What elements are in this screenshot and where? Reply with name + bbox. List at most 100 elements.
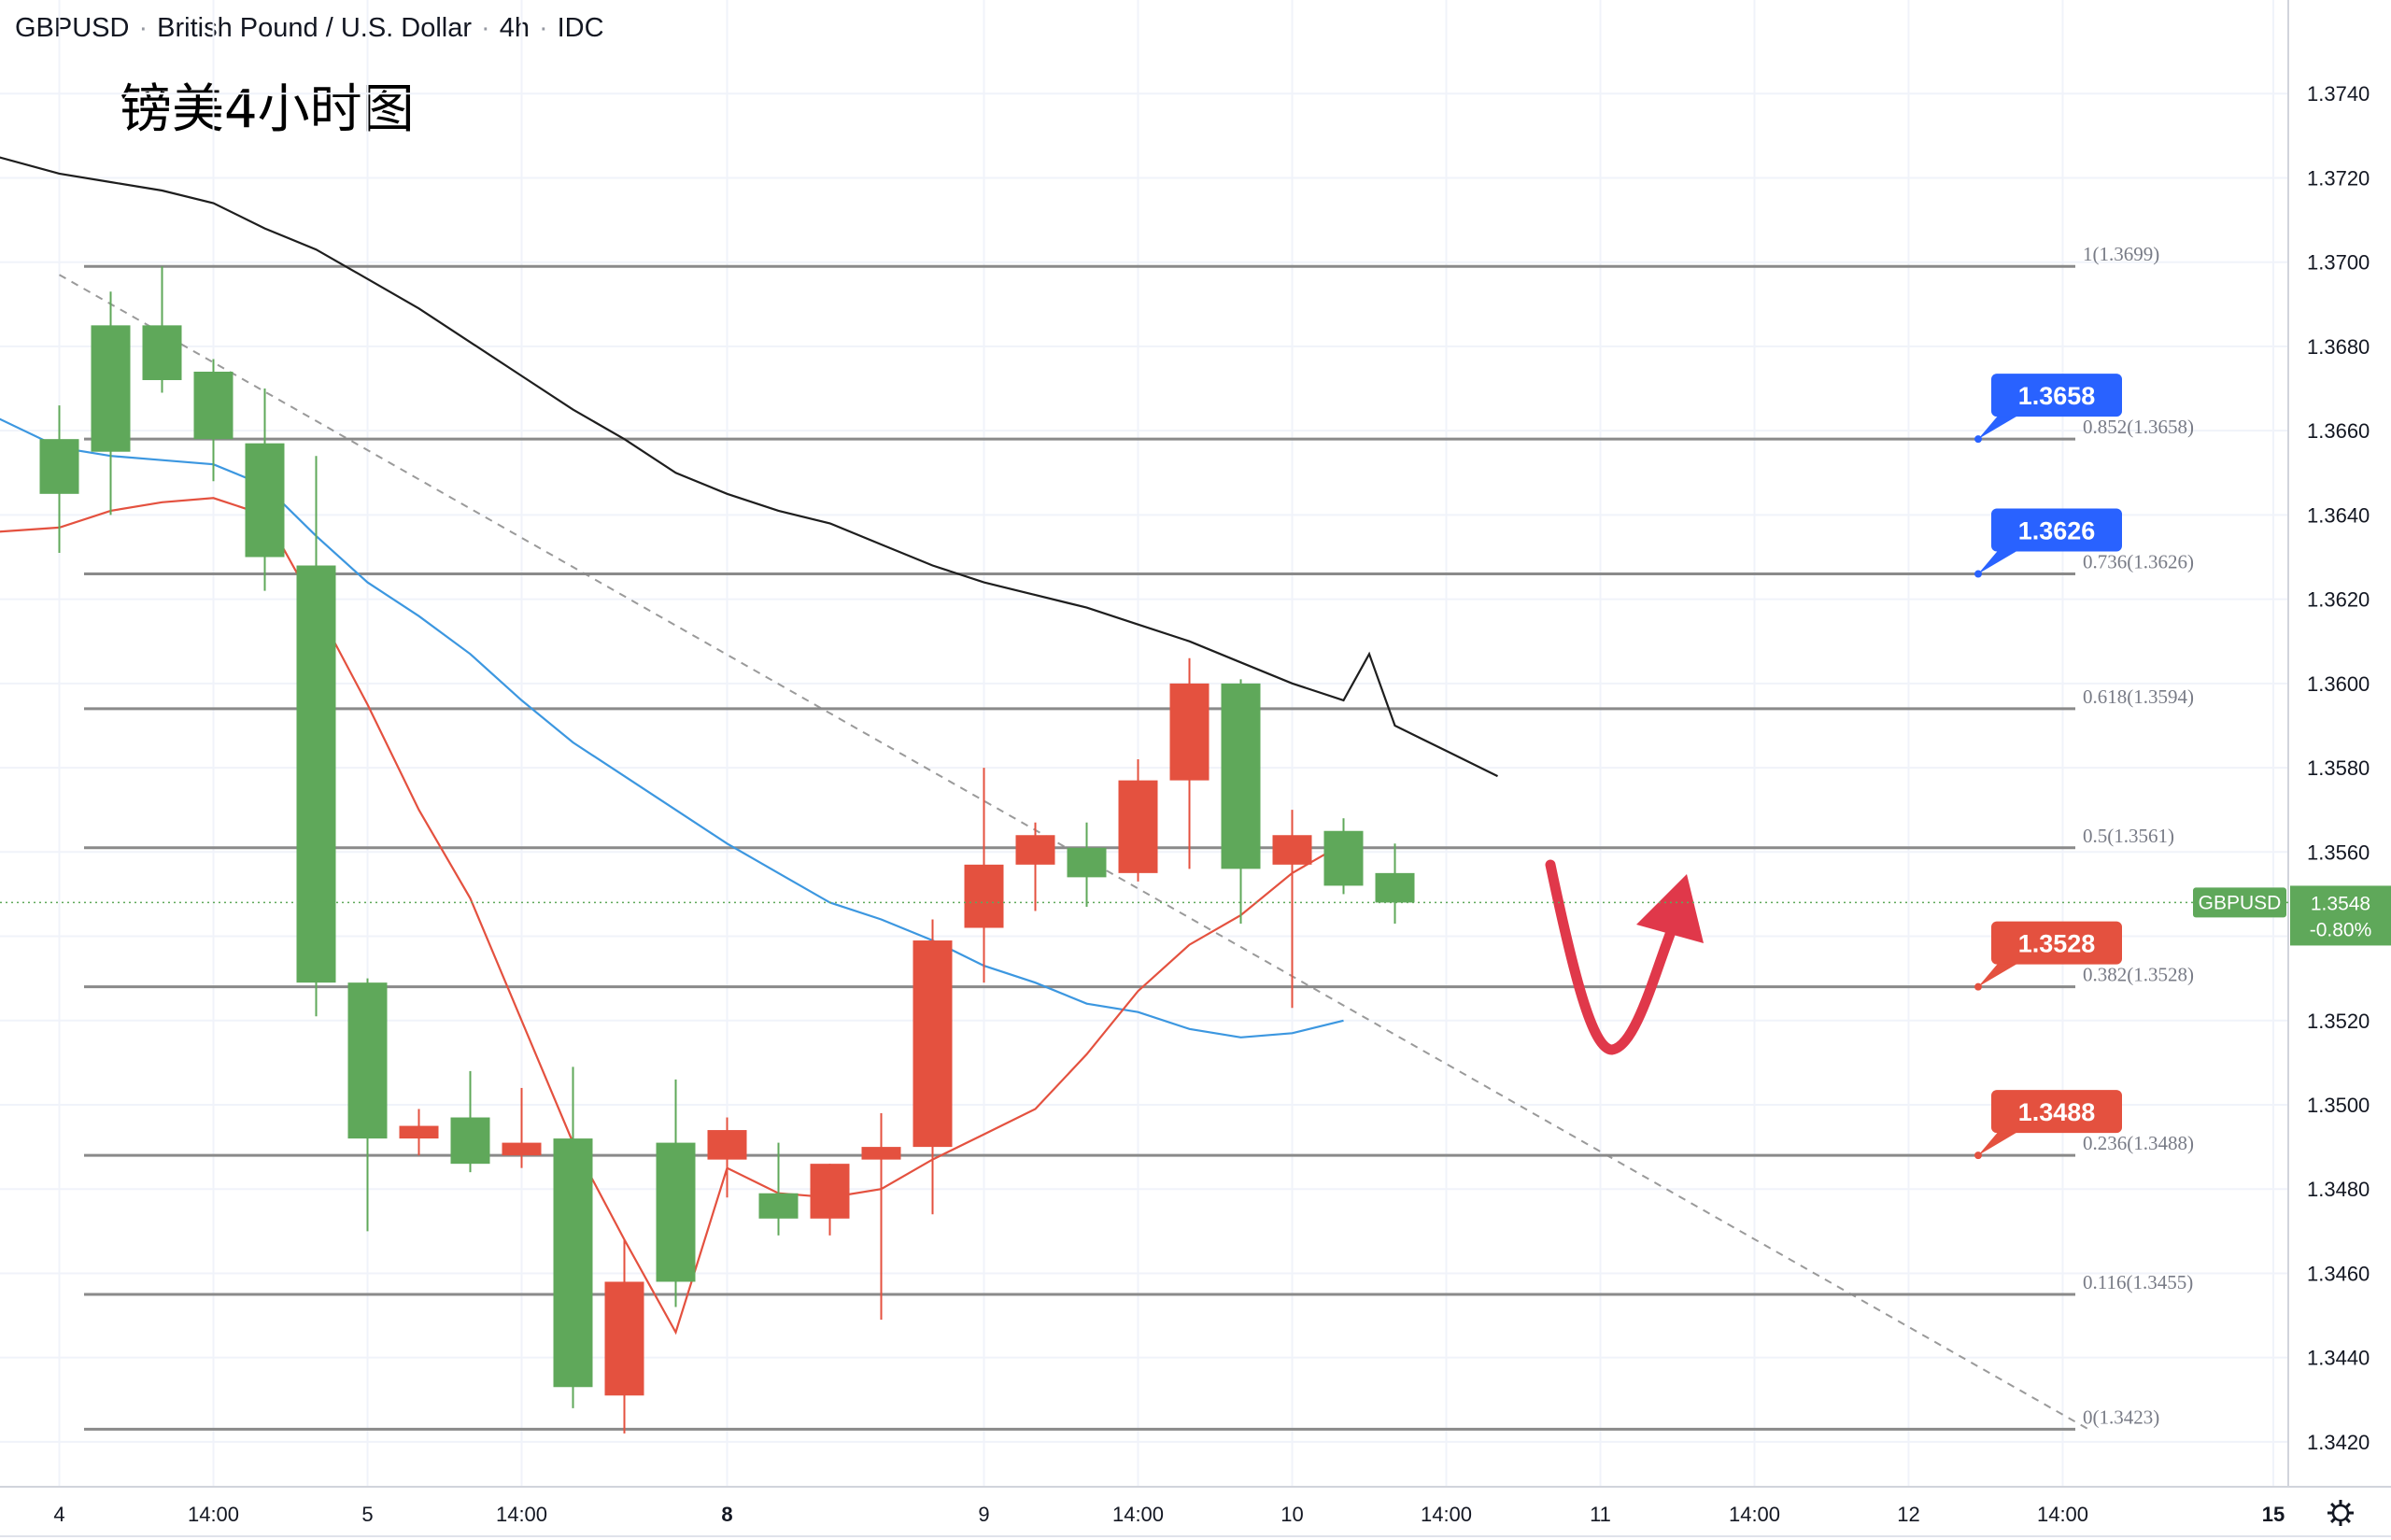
candle-body (1067, 847, 1107, 878)
candle (1118, 759, 1158, 882)
candle-body (1169, 683, 1210, 781)
candle-body (502, 1142, 542, 1156)
candle (502, 1087, 542, 1168)
candle (1272, 810, 1312, 1009)
fib-level-label: 0.736(1.3626) (2083, 551, 2194, 573)
candle (964, 768, 1004, 983)
badge-pointer (1978, 549, 2019, 574)
gear-icon-tooth (2345, 1518, 2351, 1523)
y-tick-label: 1.3420 (2307, 1431, 2370, 1454)
candle (810, 1164, 850, 1236)
candle (193, 359, 233, 482)
interval-label[interactable]: 4h (499, 13, 530, 43)
source-label: IDC (557, 13, 604, 43)
y-tick-label: 1.3440 (2307, 1347, 2370, 1370)
candle (1169, 657, 1210, 869)
badge-pointer (1978, 1131, 2019, 1156)
badge-label: 1.3626 (2018, 517, 2096, 545)
badge-label: 1.3528 (2018, 930, 2096, 958)
symbol-tag-text: GBPUSD (2199, 892, 2282, 913)
arrow-head (1636, 874, 1704, 943)
candle (1323, 818, 1364, 895)
fibonacci-retracement[interactable]: 1(1.3699) 0.852(1.3658) 0.736(1.3626) 0.618… (84, 243, 2194, 1431)
instrument-name: British Pound / U.S. Dollar (157, 13, 473, 43)
candle-body (1015, 835, 1055, 865)
projection-arrow (1545, 859, 1704, 1055)
badge-box (1991, 508, 2122, 552)
candle-body (39, 439, 79, 494)
gear-icon[interactable] (2327, 1500, 2354, 1526)
candle (91, 291, 131, 516)
candles (39, 266, 1415, 1434)
candle (913, 919, 953, 1215)
chart-header: GBPUSD · British Pound / U.S. Dollar · 4h · ID… (15, 13, 604, 43)
price-badges: 1.3658 1.3626 1.3528 1.3488 (1974, 374, 2122, 1160)
price-badge: 1.3658 (1974, 374, 2122, 444)
fib-level-label: 1(1.3699) (2083, 243, 2159, 265)
candle (707, 1117, 747, 1198)
candle (656, 1079, 696, 1307)
y-tick-label: 1.3700 (2307, 251, 2370, 275)
symbol-label[interactable]: GBPUSD (15, 13, 130, 43)
moving-averages (0, 156, 1498, 1335)
candle-body (347, 982, 388, 1139)
current-price-change: -0.80% (2310, 919, 2372, 940)
x-tick-label: 11 (1590, 1503, 1611, 1526)
x-tick-label: 10 (1280, 1503, 1303, 1526)
candle-body (810, 1164, 850, 1219)
x-tick-label: 14:00 (1729, 1503, 1780, 1526)
candle-body (656, 1142, 696, 1282)
y-tick-label: 1.3660 (2307, 419, 2370, 443)
y-tick-label: 1.3620 (2307, 588, 2370, 612)
y-tick-label: 1.3480 (2307, 1178, 2370, 1201)
badge-anchor (1974, 435, 1982, 444)
candle-body (296, 565, 336, 983)
candle-body (964, 864, 1004, 928)
candle-body (913, 940, 953, 1148)
current-price-tag (2290, 885, 2391, 946)
candle-body (707, 1130, 747, 1160)
badge-box (1991, 1090, 2122, 1134)
symbol-tag (2193, 887, 2286, 918)
candle-body (450, 1117, 490, 1165)
badge-anchor (1974, 982, 1982, 991)
fib-level-label: 0.852(1.3658) (2083, 416, 2194, 438)
badge-pointer (1978, 962, 2019, 987)
price-badge: 1.3528 (1974, 921, 2122, 991)
x-tick-label: 14:00 (188, 1503, 239, 1526)
x-tick-label: 14:00 (496, 1503, 547, 1526)
price-badge: 1.3626 (1974, 508, 2122, 578)
candle-body (399, 1125, 439, 1139)
badge-box (1991, 374, 2122, 417)
badge-anchor (1974, 1151, 1982, 1160)
gear-icon-ring (2331, 1504, 2350, 1522)
y-tick-label: 1.3520 (2307, 1010, 2370, 1033)
candle-body (1323, 830, 1364, 886)
candle (1375, 843, 1415, 924)
candle (347, 978, 388, 1232)
candle (39, 405, 79, 553)
x-tick-label: 12 (1897, 1503, 1919, 1526)
x-tick-label: 4 (53, 1503, 64, 1526)
arrow-curve (1545, 859, 1679, 1055)
y-tick-label: 1.3720 (2307, 166, 2370, 190)
candle-body (861, 1147, 901, 1160)
candle-body (1118, 780, 1158, 873)
y-tick-label: 1.3640 (2307, 503, 2370, 527)
x-tick-label: 5 (361, 1503, 373, 1526)
y-tick-label: 1.3560 (2307, 841, 2370, 864)
candle-body (758, 1193, 799, 1219)
ma-slow-line (0, 156, 1498, 778)
fib-level-label: 0.236(1.3488) (2083, 1132, 2194, 1154)
candle-body (1272, 835, 1312, 865)
grid (0, 0, 2288, 1487)
candle-body (553, 1138, 593, 1388)
candle-body (1375, 872, 1415, 903)
current-price-value: 1.3548 (2311, 893, 2370, 914)
fib-level-label: 0.5(1.3561) (2083, 825, 2174, 847)
candle-body (91, 325, 131, 452)
candle-body (1221, 683, 1261, 869)
candle (1067, 822, 1107, 907)
